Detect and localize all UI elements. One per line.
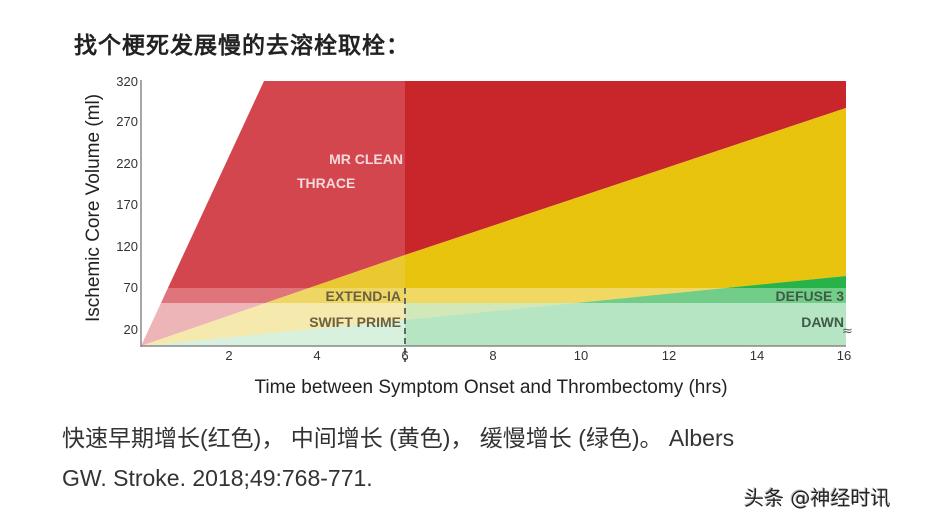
red-region-early — [141, 81, 405, 346]
x-tick: 14 — [750, 348, 764, 363]
watermark: 头条 @神经时讯 — [744, 486, 891, 510]
x-tick: 10 — [574, 348, 588, 363]
y-axis-label: Ischemic Core Volume (ml) — [83, 94, 104, 322]
label-swift-prime: SWIFT PRIME — [309, 314, 401, 330]
x-tick: 2 — [225, 348, 232, 363]
svg-text:≈: ≈ — [842, 324, 853, 339]
y-tick: 220 — [116, 156, 138, 171]
caption-line-2: GW. Stroke. 2018;49:768-771. — [62, 465, 373, 491]
caption-line-1: 快速早期增长(红色)， 中间增长 (黄色)， 缓慢增长 (绿色)。 Albers — [62, 425, 735, 451]
red-region-late — [405, 81, 846, 255]
label-extend-ia: EXTEND-IA — [326, 288, 401, 304]
page-title: 找个梗死发展慢的去溶栓取栓： — [74, 33, 410, 59]
y-tick: 20 — [124, 322, 138, 337]
y-tick: 120 — [116, 239, 138, 254]
label-mr-clean: MR CLEAN — [329, 151, 403, 167]
label-thrace: THRACE — [297, 175, 355, 191]
label-dawn: DAWN — [801, 314, 844, 330]
band-defuse3 — [405, 288, 846, 303]
yellow-region-late — [405, 108, 846, 320]
x-axis-label: Time between Symptom Onset and Thrombect… — [254, 377, 727, 398]
x-tick: 6 — [401, 348, 408, 363]
y-tick: 170 — [116, 197, 138, 212]
y-tick: 70 — [124, 280, 138, 295]
x-tick: 8 — [489, 348, 496, 363]
x-tick: 12 — [662, 348, 676, 363]
chart: ≈ MR CLEAN THRACE EXTEND-IA SWIFT PRIME … — [83, 74, 853, 398]
y-tick: 270 — [116, 114, 138, 129]
figure-caption: 快速早期增长(红色)， 中间增长 (黄色)， 缓慢增长 (绿色)。 Albers… — [62, 418, 862, 498]
band-swift-prime — [141, 303, 405, 346]
label-defuse3: DEFUSE 3 — [776, 288, 845, 304]
x-tick: 4 — [313, 348, 320, 363]
band-extend-ia — [141, 288, 405, 303]
y-tick: 320 — [116, 74, 138, 89]
x-tick: 16 — [837, 348, 851, 363]
